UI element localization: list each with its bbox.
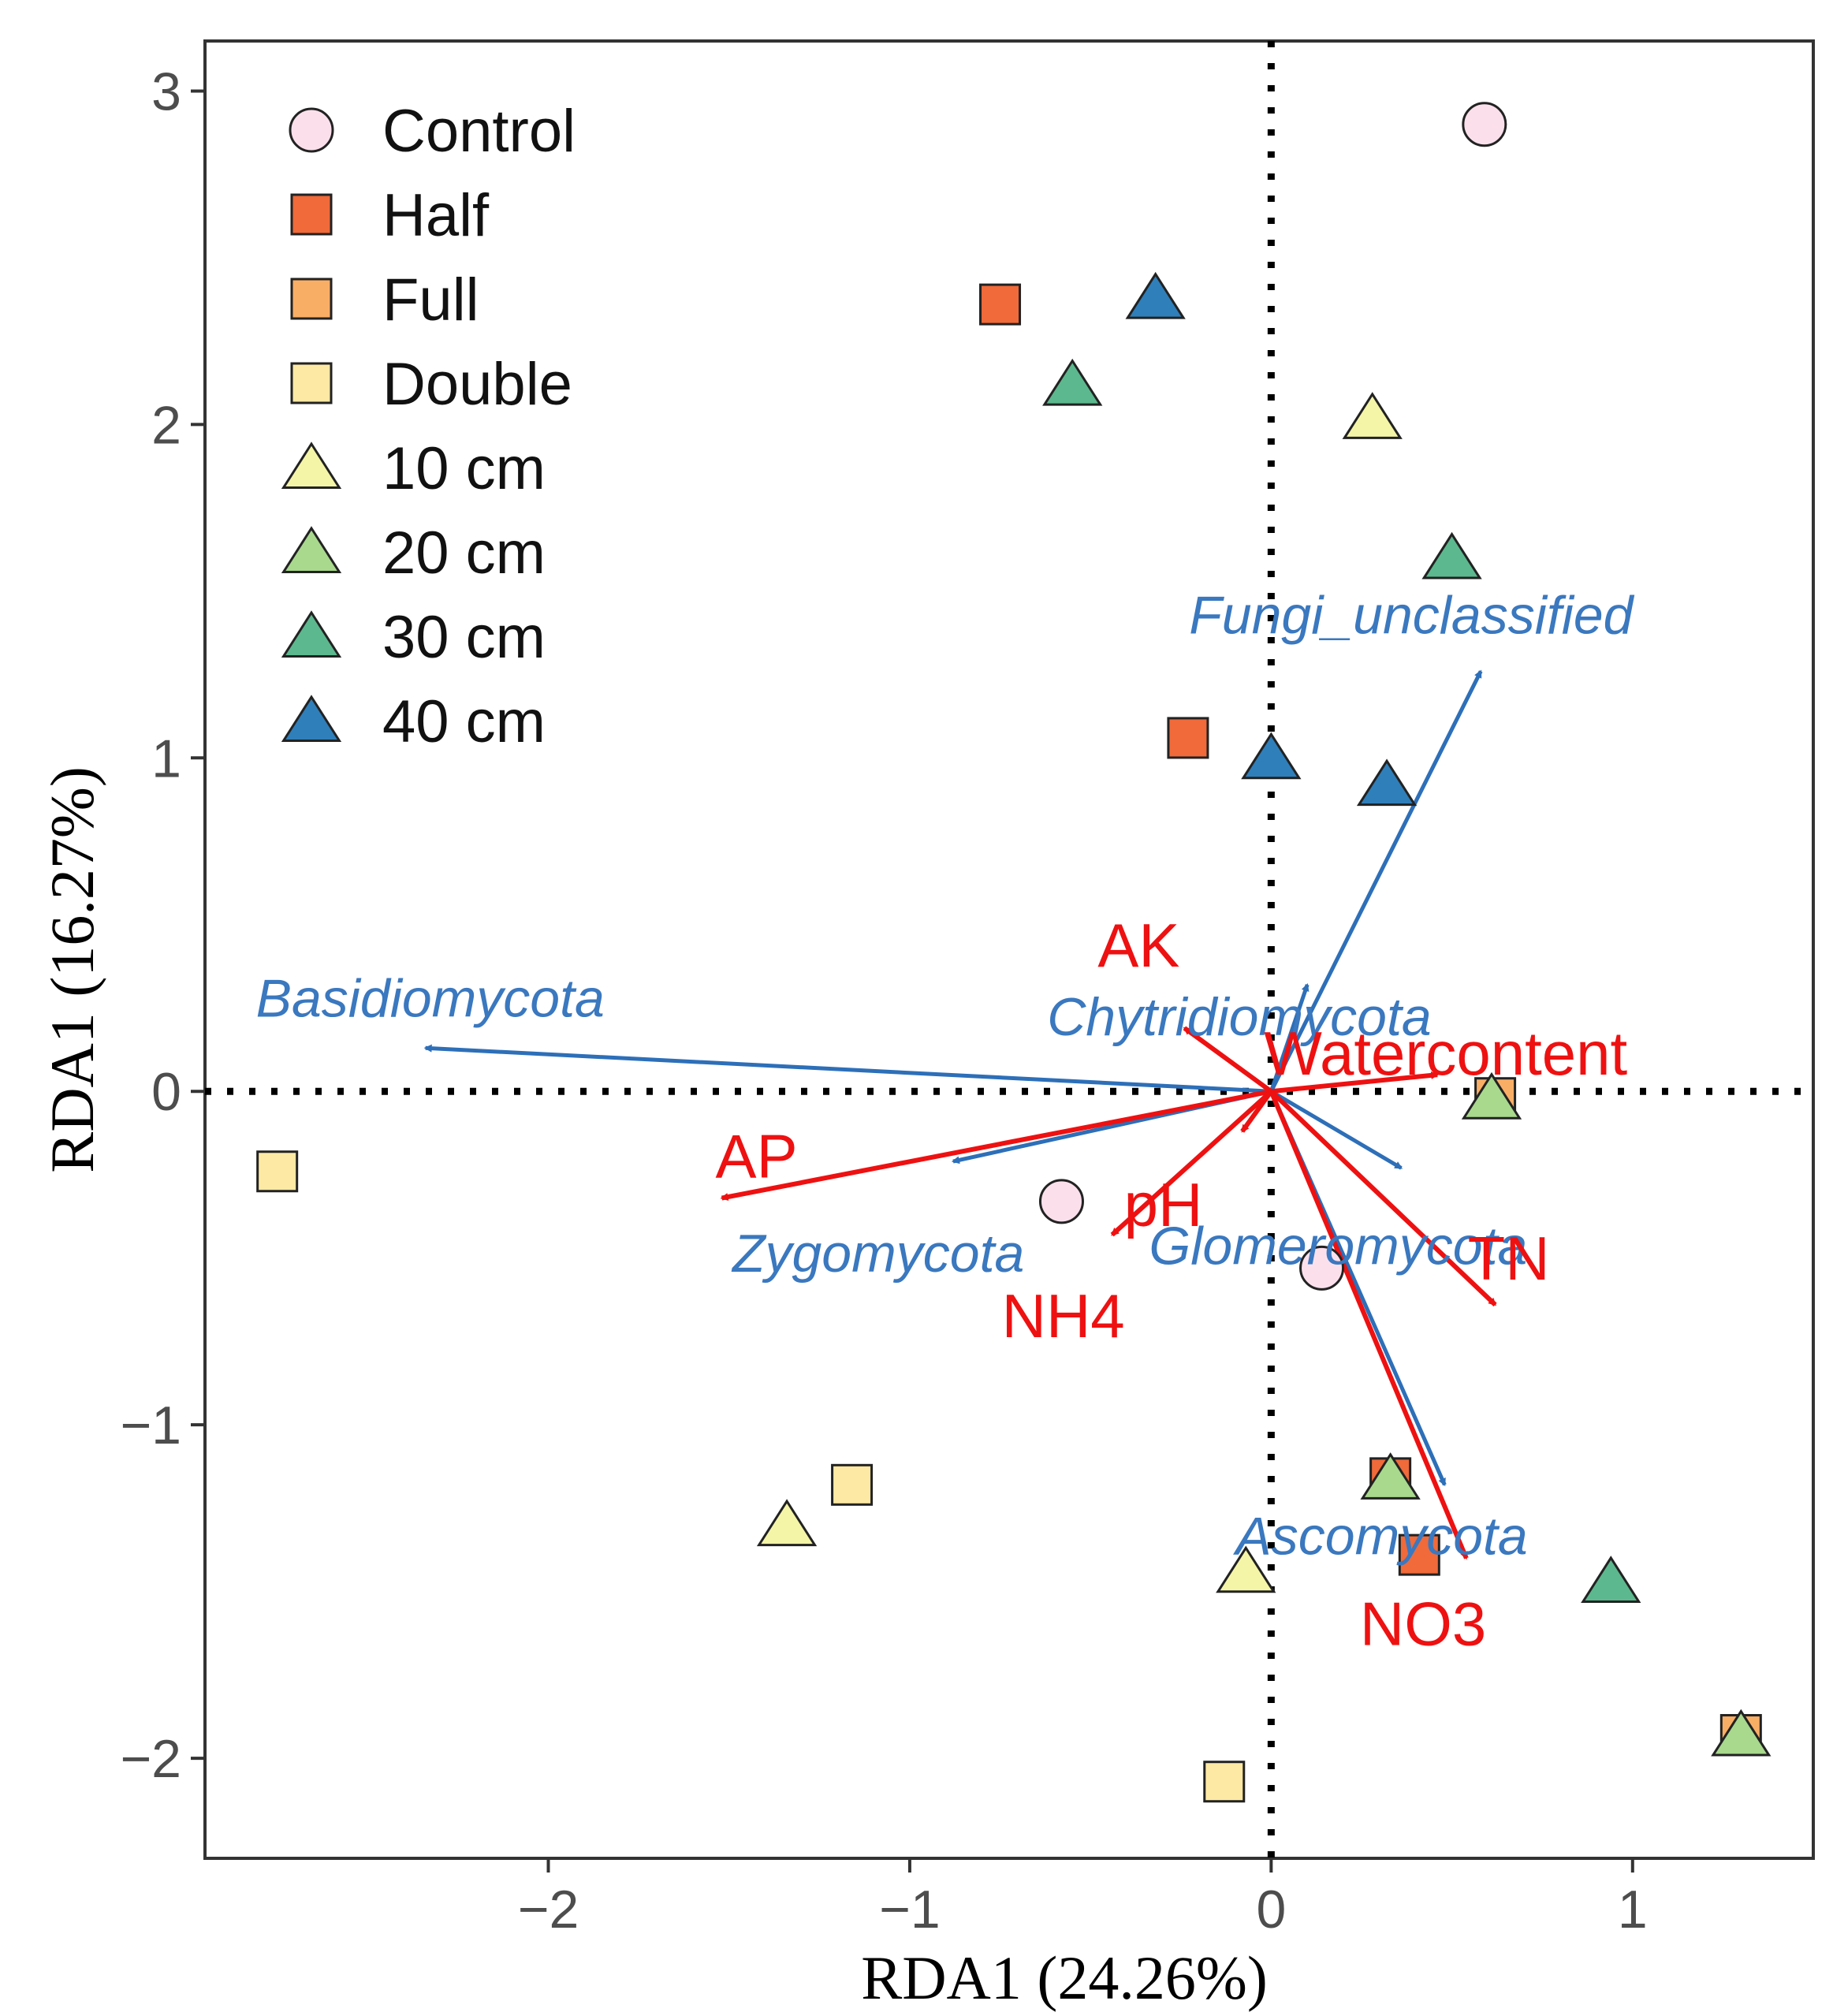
y-axis-title: RDA1 (16.27%)	[38, 766, 106, 1173]
y-tick-label: 0	[151, 1062, 181, 1122]
legend-marker-half	[290, 193, 333, 236]
environment-labels: AK Watercontent AP pH NH4 TN NO3	[716, 911, 1628, 1658]
point-double	[831, 1463, 874, 1506]
taxa-label-basidiomycota: Basidiomycota	[256, 968, 605, 1028]
legend-marker-full	[290, 278, 333, 320]
axis-ticks: −2 −1 0 1 −2 −1 0 1 2 3	[120, 61, 1647, 1940]
taxa-label-ascomycota: Ascomycota	[1232, 1506, 1527, 1566]
point-20-cm	[1461, 1071, 1522, 1120]
point-20-cm	[1711, 1709, 1772, 1757]
env-label-no3: NO3	[1360, 1589, 1486, 1658]
legend-label-20-cm: 20 cm	[382, 520, 546, 587]
legend-marker-double	[290, 362, 333, 404]
point-control	[1462, 102, 1507, 147]
point-40-cm	[1356, 758, 1418, 807]
environment-vectors	[720, 1026, 1497, 1560]
legend-marker-10-cm	[281, 442, 342, 489]
taxa-labels: Fungi_unclassified Chytridiomycota Basidio…	[256, 585, 1635, 1566]
point-half	[979, 283, 1022, 326]
point-40-cm	[1241, 732, 1302, 780]
env-vector-no3	[1269, 1090, 1469, 1560]
legend: Control Half Full Double 10 cm 20 cm 30 cm 40 c…	[281, 98, 576, 755]
taxa-label-zygomycota: Zygomycota	[731, 1224, 1024, 1284]
env-label-ap: AP	[716, 1122, 798, 1191]
point-control	[1299, 1245, 1345, 1291]
env-label-ph: pH	[1124, 1170, 1203, 1239]
x-tick-label: 0	[1256, 1880, 1286, 1940]
point-half	[1398, 1533, 1440, 1576]
taxa-vector-glomeromycota	[1270, 1090, 1403, 1170]
taxa-vector-chytridiomycota	[1269, 983, 1310, 1093]
legend-label-30-cm: 30 cm	[382, 604, 546, 671]
point-30-cm	[1581, 1556, 1641, 1603]
taxa-label-fungi-unclassified: Fungi_unclassified	[1189, 585, 1634, 645]
point-10-cm	[1342, 392, 1403, 439]
legend-label-control: Control	[382, 98, 576, 165]
x-tick-label: −2	[518, 1880, 579, 1940]
y-tick-label: 2	[151, 395, 181, 455]
legend-label-double: Double	[382, 351, 572, 418]
reference-lines	[205, 41, 1813, 1858]
env-label-watercontent: Watercontent	[1264, 1019, 1627, 1088]
legend-label-10-cm: 10 cm	[382, 435, 546, 502]
taxa-vector-fungi-unclassified	[1269, 669, 1483, 1093]
point-double	[1203, 1761, 1246, 1803]
legend-label-half: Half	[382, 182, 490, 249]
sample-points	[256, 102, 1772, 1803]
taxa-label-glomeromycota: Glomeromycota	[1149, 1217, 1527, 1276]
env-label-nh4: NH4	[1002, 1281, 1125, 1351]
point-20-cm	[1360, 1452, 1421, 1500]
legend-marker-20-cm	[281, 526, 342, 573]
plot-panel	[203, 39, 1815, 1860]
y-tick-label: 1	[151, 729, 181, 788]
taxa-label-chytridiomycota: Chytridiomycota	[1047, 987, 1432, 1047]
y-tick-label: −2	[120, 1729, 181, 1789]
x-tick-label: 1	[1618, 1880, 1648, 1940]
x-axis-title: RDA1 (24.26%)	[861, 1943, 1268, 2012]
legend-label-40-cm: 40 cm	[382, 688, 546, 755]
point-control	[1038, 1179, 1084, 1224]
point-double	[256, 1150, 299, 1193]
legend-marker-40-cm	[281, 695, 342, 742]
x-tick-label: −1	[879, 1880, 941, 1940]
legend-marker-30-cm	[281, 610, 342, 658]
env-vector-ak	[1183, 1026, 1273, 1094]
env-vector-watercontent	[1271, 1071, 1440, 1094]
point-10-cm	[1216, 1545, 1276, 1593]
y-tick-label: 3	[151, 61, 181, 121]
env-label-tn: TN	[1468, 1224, 1550, 1293]
legend-label-full: Full	[382, 266, 479, 334]
env-label-ak: AK	[1097, 911, 1179, 980]
point-10-cm	[756, 1499, 818, 1547]
point-40-cm	[1125, 271, 1186, 319]
env-vector-ap	[720, 1089, 1272, 1201]
y-tick-label: −1	[120, 1396, 181, 1455]
env-vector-nh4	[1110, 1090, 1273, 1237]
taxa-vector-basidiomycota	[423, 1044, 1272, 1094]
env-vector-tn	[1269, 1090, 1497, 1307]
point-30-cm	[1042, 358, 1103, 406]
legend-marker-control	[289, 107, 334, 153]
taxa-vectors	[423, 669, 1483, 1487]
point-30-cm	[1421, 531, 1482, 579]
point-half	[1167, 717, 1209, 759]
